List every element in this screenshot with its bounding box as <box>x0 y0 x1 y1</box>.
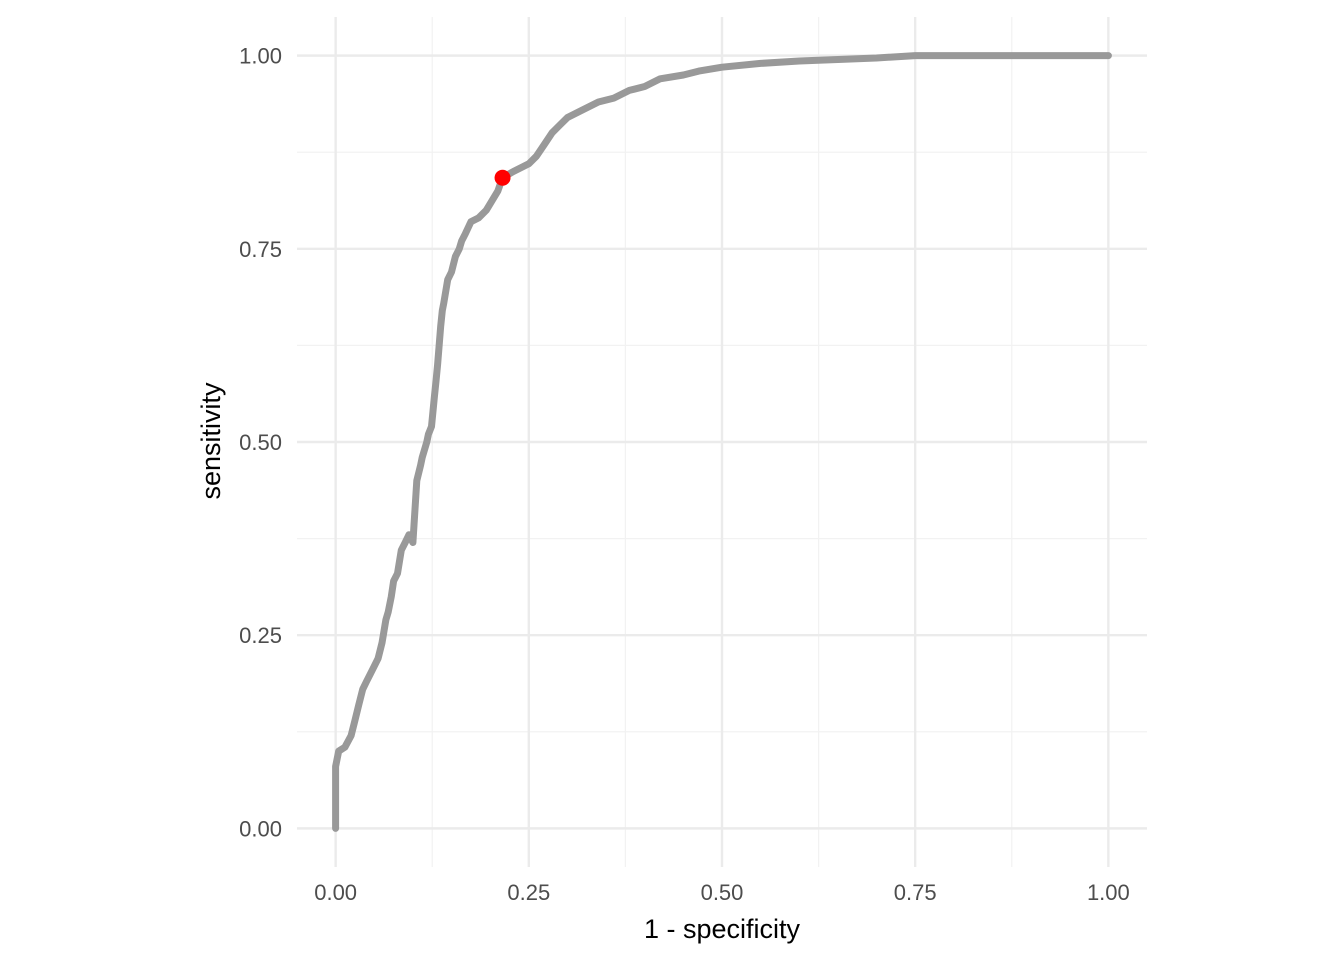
x-axis-tick-labels: 0.00 0.25 0.50 0.75 1.00 <box>314 880 1130 905</box>
y-tick-label: 0.75 <box>239 237 282 262</box>
series-layer <box>332 52 1112 832</box>
y-tick-label: 0.00 <box>239 816 282 841</box>
x-tick-label: 1.00 <box>1087 880 1130 905</box>
x-tick-label: 0.25 <box>507 880 550 905</box>
y-tick-label: 0.50 <box>239 430 282 455</box>
points-layer <box>494 169 511 186</box>
optimal-threshold-point <box>494 169 511 186</box>
x-axis-title: 1 - specificity <box>644 914 801 944</box>
x-tick-label: 0.00 <box>314 880 357 905</box>
roc-curve-line <box>332 52 1112 832</box>
y-axis-title: sensitivity <box>196 382 226 500</box>
x-tick-label: 0.75 <box>894 880 937 905</box>
y-axis-tick-labels: 0.00 0.25 0.50 0.75 1.00 <box>239 44 282 842</box>
y-tick-label: 0.25 <box>239 623 282 648</box>
y-tick-label: 1.00 <box>239 44 282 69</box>
major-gridlines <box>297 17 1147 867</box>
x-tick-label: 0.50 <box>701 880 744 905</box>
